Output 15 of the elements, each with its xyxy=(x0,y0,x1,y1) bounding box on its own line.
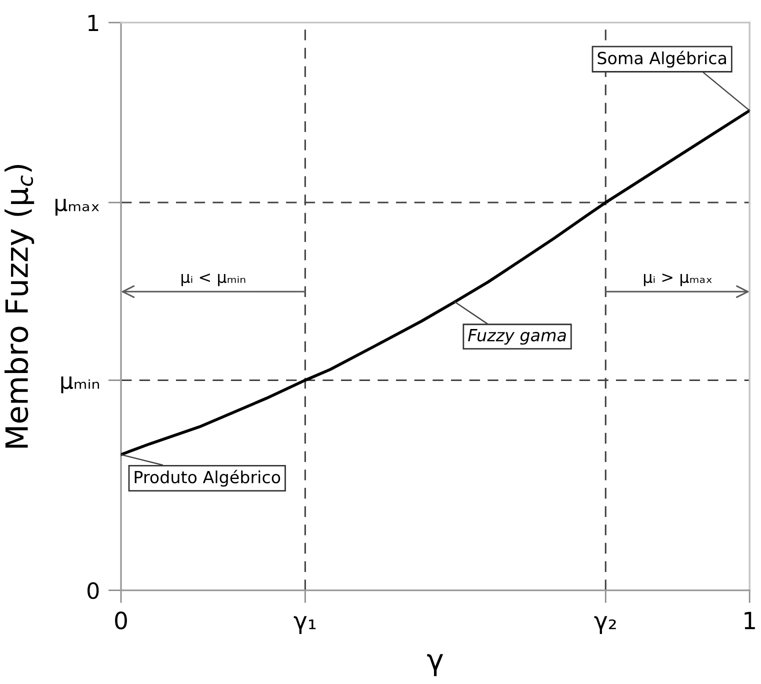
y-axis-title: Membro Fuzzy (μ$_{c}$) xyxy=(4,165,34,448)
x-tick-label: 1 xyxy=(744,612,755,630)
annotation: Fuzzy gama xyxy=(468,329,566,345)
y-tick-label: μₘₐₓ xyxy=(56,198,99,216)
x-tick-label: γ₁ xyxy=(294,616,316,634)
x-axis-title: γ xyxy=(427,654,444,676)
y-tick-label: 0 xyxy=(87,582,99,600)
y-tick-label: 1 xyxy=(88,14,98,32)
annotation: Soma Algébrica xyxy=(598,50,726,68)
annotation: μᵢ < μₘᵢₙ xyxy=(182,274,246,286)
y-tick-label: μₘᵢₙ xyxy=(61,376,99,394)
annotation: Produto Algébrico xyxy=(134,470,280,487)
x-tick-label: γ₂ xyxy=(594,616,616,634)
annotation: μᵢ > μₘₐₓ xyxy=(644,274,712,286)
x-tick-label: 0 xyxy=(115,612,127,630)
